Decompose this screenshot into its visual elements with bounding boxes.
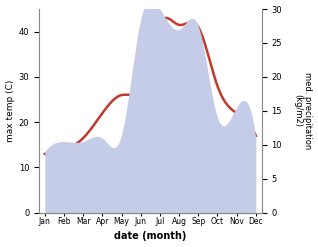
- Y-axis label: max temp (C): max temp (C): [5, 80, 15, 142]
- X-axis label: date (month): date (month): [114, 231, 187, 242]
- Y-axis label: med. precipitation
(kg/m2): med. precipitation (kg/m2): [293, 72, 313, 149]
